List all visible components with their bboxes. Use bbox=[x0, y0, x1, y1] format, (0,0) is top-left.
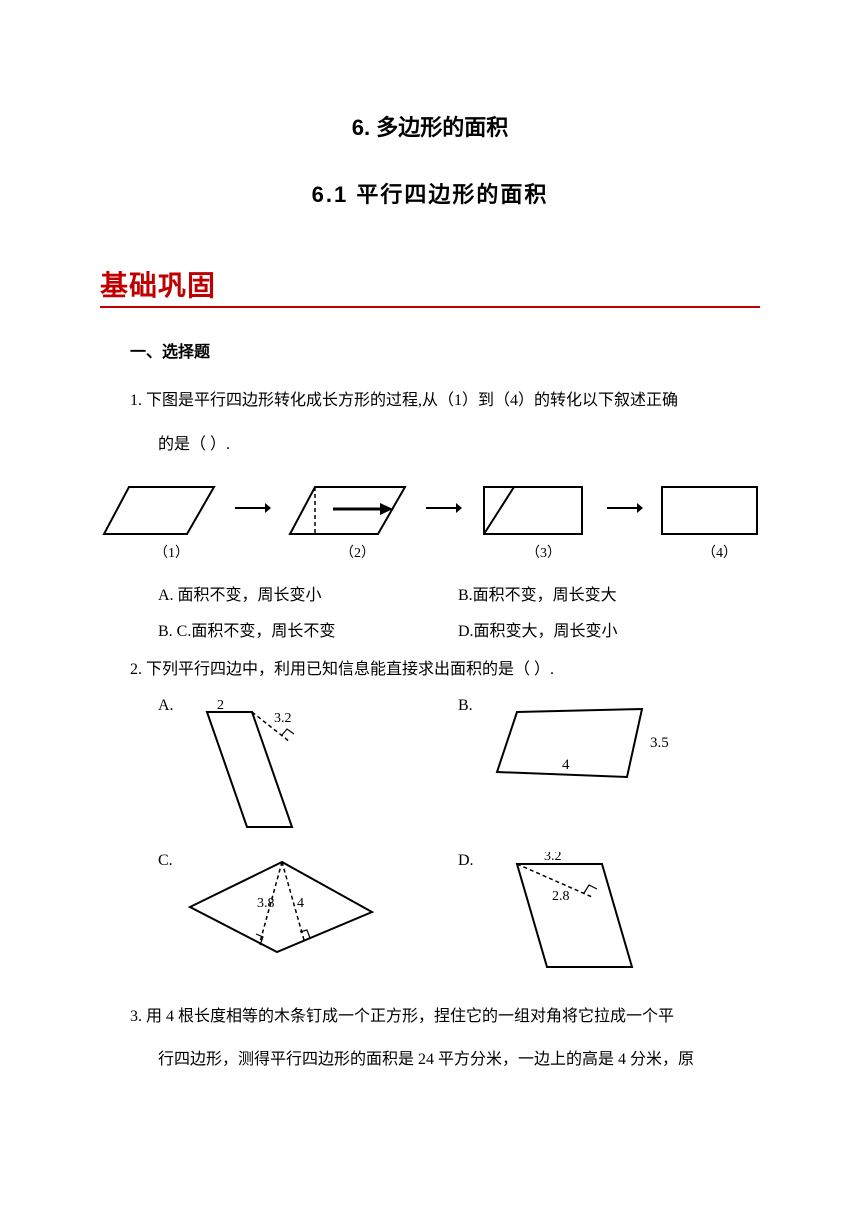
q1-figures: （1） （2） （3） （4） bbox=[100, 479, 760, 561]
svg-text:（4）: （4） bbox=[702, 545, 737, 561]
q2-optB: B. 3.5 4 bbox=[458, 697, 758, 842]
q1-stem-line1: 1. 下图是平行四边形转化成长方形的过程,从（1）到（4）的转化以下叙述正确 bbox=[100, 384, 760, 418]
svg-text:3.2: 3.2 bbox=[544, 852, 562, 864]
q3-line1: 3. 用 4 根长度相等的木条钉成一个正方形，捏住它的一组对角将它拉成一个平 bbox=[100, 1000, 760, 1034]
q1-optA: A. 面积不变，周长变小 bbox=[158, 581, 458, 605]
q1-options-row1: A. 面积不变，周长变小 B.面积不变，周长变大 bbox=[100, 581, 760, 605]
chapter-title: 6. 多边形的面积 bbox=[100, 110, 760, 142]
arrow-icon bbox=[420, 500, 466, 516]
q1-stem-line2: 的是（ ）. bbox=[100, 428, 760, 462]
q1-fig2: （2） bbox=[285, 479, 410, 561]
svg-text:（2）: （2） bbox=[340, 545, 375, 561]
sub-header: 一、选择题 bbox=[100, 338, 760, 362]
svg-text:3.8: 3.8 bbox=[257, 896, 275, 911]
q3-line2: 行四边形，测得平行四边形的面积是 24 平方分米，一边上的高是 4 分米，原 bbox=[100, 1043, 760, 1077]
q1-options-row2: B. C.面积不变，周长不变 D.面积变大，周长变小 bbox=[100, 617, 760, 641]
q1-label1: （1） bbox=[154, 545, 189, 561]
q1-optC: B. C.面积不变，周长不变 bbox=[158, 617, 458, 641]
svg-text:3.5: 3.5 bbox=[650, 735, 669, 751]
q2-stem: 2. 下列平行四边中，利用已知信息能直接求出面积的是（ ）. bbox=[100, 653, 760, 687]
q2-figures: A. 2 3.2 B. 3.5 4 C. bbox=[100, 697, 760, 982]
q1-fig1: （1） bbox=[99, 479, 219, 561]
red-header: 基础巩固 bbox=[100, 264, 760, 308]
svg-text:4: 4 bbox=[562, 757, 570, 773]
q2-optA: A. 2 3.2 bbox=[158, 697, 458, 842]
svg-text:2: 2 bbox=[217, 698, 224, 713]
svg-text:3.2: 3.2 bbox=[274, 711, 292, 726]
q2-optD: D. 3.2 2.8 bbox=[458, 852, 758, 982]
q1-fig3: （3） bbox=[476, 479, 591, 561]
arrow-icon bbox=[229, 500, 275, 516]
q1-optD: D.面积变大，周长变小 bbox=[458, 617, 618, 641]
svg-text:（3）: （3） bbox=[526, 545, 561, 561]
q1-fig4: （4） bbox=[657, 479, 762, 561]
svg-text:4: 4 bbox=[297, 896, 304, 911]
q2-optC: C. 3.8 4 bbox=[158, 852, 458, 982]
q1-optB: B.面积不变，周长变大 bbox=[458, 581, 617, 605]
section-title: 6.1 平行四边形的面积 bbox=[100, 177, 760, 209]
svg-text:2.8: 2.8 bbox=[552, 889, 570, 904]
arrow-icon bbox=[601, 500, 647, 516]
